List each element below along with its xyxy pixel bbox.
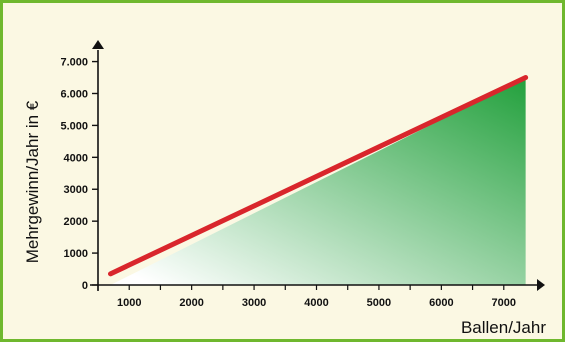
y-tick-label: 0 — [82, 280, 88, 292]
y-tick-label: 2000 — [64, 216, 88, 228]
y-tick-label: 7.000 — [60, 57, 88, 69]
y-tick-label: 6.000 — [60, 88, 88, 100]
x-tick-label: 4000 — [304, 297, 328, 309]
x-tick-label: 5000 — [367, 297, 391, 309]
y-tick-label: 5.000 — [60, 120, 88, 132]
x-tick-label: 7000 — [492, 297, 516, 309]
y-tick-label: 1000 — [64, 248, 88, 260]
series-line — [107, 75, 529, 277]
y-tick-label: 3000 — [64, 184, 88, 196]
x-axis-title: Ballen/Jahr — [461, 318, 546, 337]
x-tick-label: 6000 — [429, 297, 453, 309]
x-tick-label: 2000 — [179, 297, 203, 309]
x-tick-label: 1000 — [117, 297, 141, 309]
x-tick-label: 3000 — [242, 297, 266, 309]
y-axis-title: Mehrgewinn/Jahr in € — [23, 100, 42, 263]
x-axis-arrow — [537, 279, 545, 291]
area-fill — [110, 77, 526, 286]
y-tick-label: 4000 — [64, 152, 88, 164]
y-axis-arrow — [92, 40, 104, 49]
